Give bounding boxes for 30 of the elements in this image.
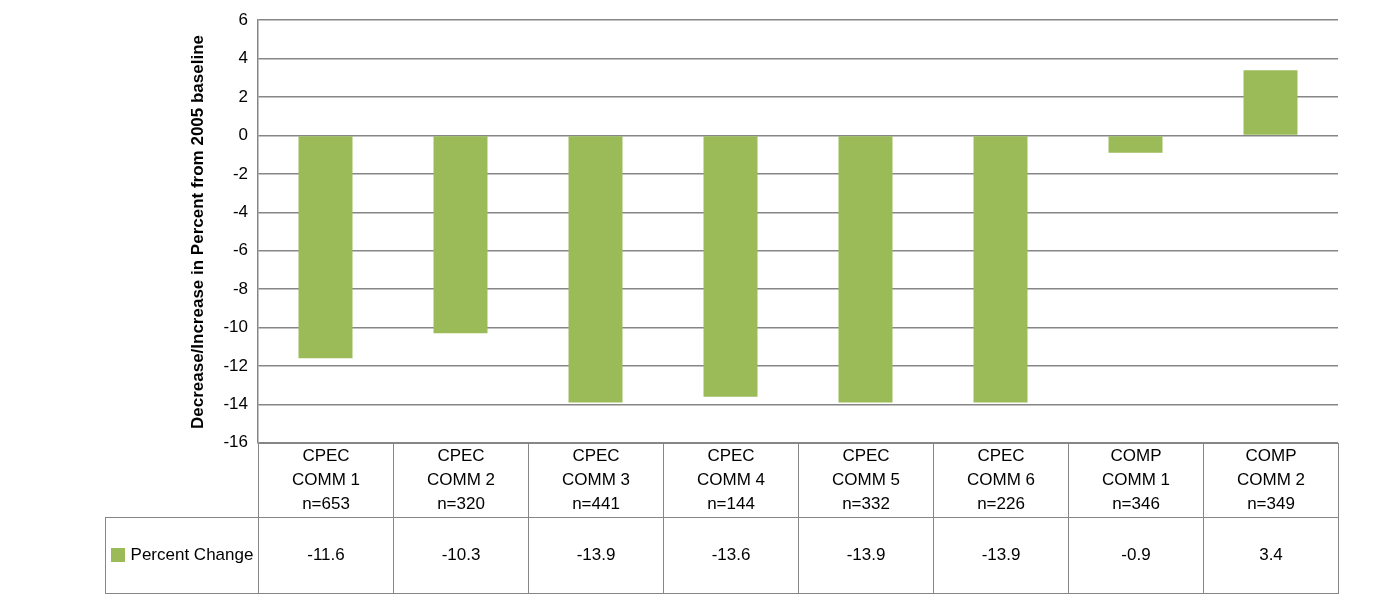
x-tick-label: CPEC COMM 1 n=653: [258, 442, 394, 518]
x-tick-label: CPEC COMM 2 n=320: [393, 442, 529, 518]
data-label: -13.9: [798, 516, 934, 594]
y-tick-label: -2: [232, 163, 248, 183]
x-tick-label: CPEC COMM 6 n=226: [933, 442, 1069, 518]
y-tick-label: -12: [223, 355, 248, 375]
data-label: 3.4: [1203, 516, 1339, 594]
data-label: -11.6: [258, 516, 394, 594]
x-tick-label: COMP COMM 2 n=349: [1203, 442, 1339, 518]
x-tick-label: CPEC COMM 5 n=332: [798, 442, 934, 518]
y-tick-label: -14: [223, 394, 248, 414]
y-tick-label: -6: [232, 240, 248, 260]
y-tick-label: -16: [223, 432, 248, 452]
legend-label: Percent Change: [130, 544, 254, 567]
data-label: -13.6: [663, 516, 799, 594]
y-axis-title: Decrease/Increase in Percent from 2005 baseline: [188, 34, 208, 429]
data-label: -13.9: [528, 516, 664, 594]
y-tick-label: 6: [238, 9, 248, 29]
y-tick-label: 2: [238, 86, 248, 106]
data-label: -0.9: [1068, 516, 1204, 594]
y-tick-label: -8: [232, 278, 248, 298]
x-tick-label: CPEC COMM 4 n=144: [663, 442, 799, 518]
x-tick-label: COMP COMM 1 n=346: [1068, 442, 1204, 518]
y-tick-label: 0: [238, 125, 248, 145]
y-tick-label: 4: [238, 48, 248, 68]
y-tick-label: -10: [223, 317, 248, 337]
y-tick-label: -4: [232, 201, 248, 221]
x-tick-label: CPEC COMM 3 n=441: [528, 442, 664, 518]
data-label: -10.3: [393, 516, 529, 594]
data-label: -13.9: [933, 516, 1069, 594]
